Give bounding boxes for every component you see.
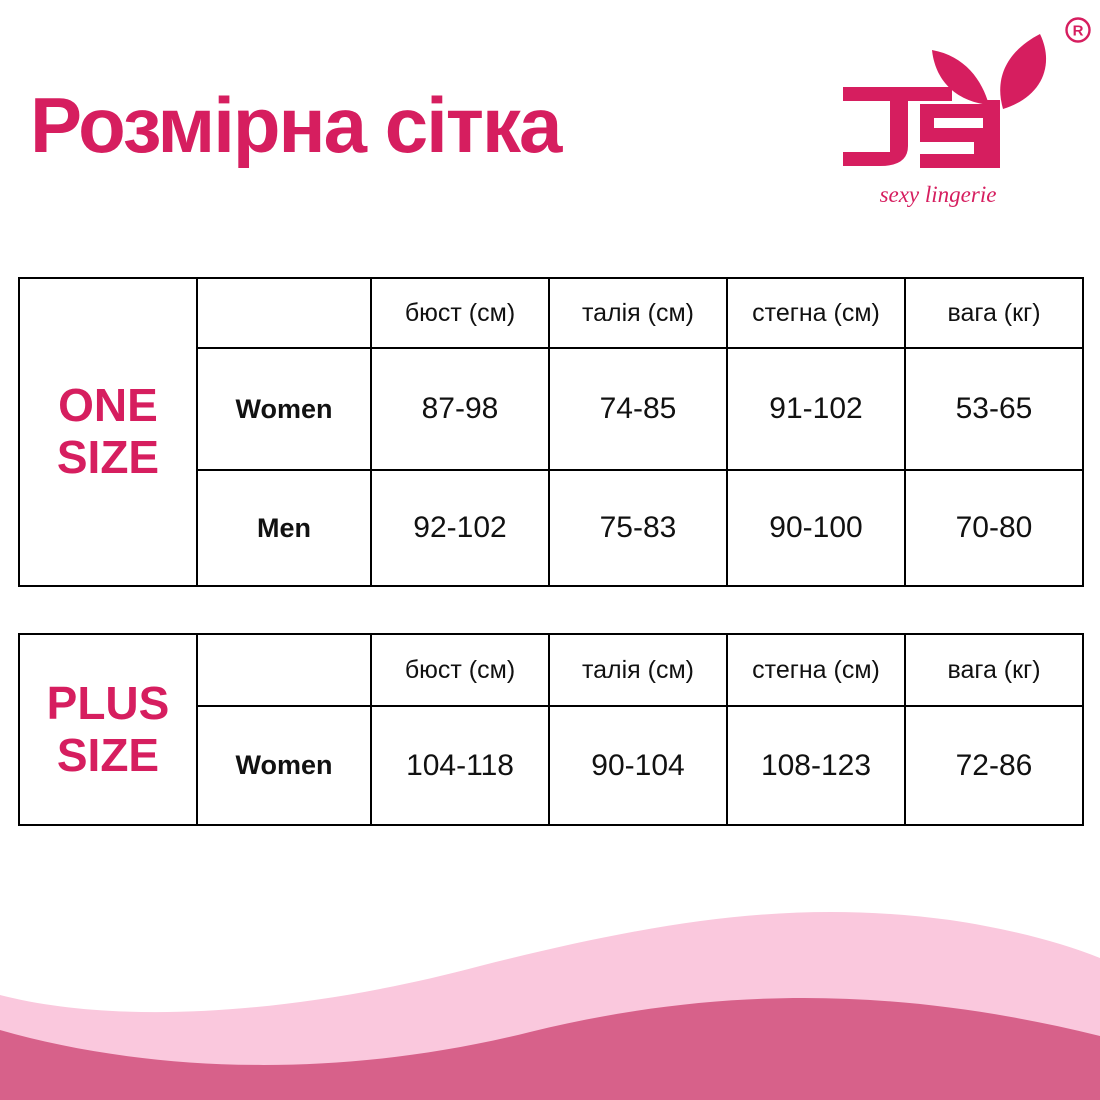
column-header-waist: талія (см) — [548, 633, 728, 707]
row-label-women: Women — [196, 705, 372, 826]
size-group-label-plus-size: PLUS SIZE — [18, 633, 198, 826]
wave-dark-shape — [0, 998, 1100, 1100]
leaf-right-icon — [1000, 34, 1047, 109]
value-men-hips: 90-100 — [726, 469, 906, 587]
size-label-line2: SIZE — [56, 728, 160, 781]
corner-cell — [196, 277, 372, 349]
registered-trademark-icon: R — [1065, 17, 1091, 43]
value-women-waist: 90-104 — [548, 705, 728, 826]
logo-letter-s — [920, 104, 988, 168]
column-header-bust: бюст (см) — [370, 277, 550, 349]
value-women-bust: 87-98 — [370, 347, 550, 471]
value-women-hips: 108-123 — [726, 705, 906, 826]
size-label-line1: PLUS — [46, 676, 170, 729]
value-men-waist: 75-83 — [548, 469, 728, 587]
jsy-logo: JSY R sexy lingerie — [843, 17, 1091, 207]
column-header-waist: талія (см) — [548, 277, 728, 349]
value-women-hips: 91-102 — [726, 347, 906, 471]
plus-size-table: PLUS SIZE бюст (см) талія (см) стегна (с… — [18, 633, 1084, 826]
row-label-men: Men — [196, 469, 372, 587]
size-label-line1: ONE — [58, 379, 158, 432]
table-row-women: Women 104-118 90-104 108-123 72-86 — [19, 705, 1084, 826]
column-header-bust: бюст (см) — [370, 633, 550, 707]
table-row-men: Men 92-102 75-83 90-100 70-80 — [19, 469, 1084, 587]
row-label-women: Women — [196, 347, 372, 471]
value-women-bust: 104-118 — [370, 705, 550, 826]
leaf-left-icon — [932, 50, 989, 105]
column-header-hips: стегна (см) — [726, 633, 906, 707]
value-men-bust: 92-102 — [370, 469, 550, 587]
size-group-label-one-size: ONE SIZE — [18, 277, 198, 587]
column-header-weight: вага (кг) — [904, 277, 1084, 349]
brand-tagline: sexy lingerie — [880, 182, 997, 207]
svg-text:R: R — [1073, 23, 1084, 40]
page-title: Розмірна сітка — [30, 81, 562, 169]
column-header-weight: вага (кг) — [904, 633, 1084, 707]
value-women-weight: 72-86 — [904, 705, 1084, 826]
value-men-weight: 70-80 — [904, 469, 1084, 587]
wave-light-shape — [0, 911, 1100, 1100]
column-header-hips: стегна (см) — [726, 277, 906, 349]
value-women-weight: 53-65 — [904, 347, 1084, 471]
one-size-table: ONE SIZE бюст (см) талія (см) стегна (см… — [18, 277, 1084, 587]
logo-letter-j — [843, 87, 952, 166]
size-label-line2: SIZE — [56, 431, 160, 483]
table-row-women: Women 87-98 74-85 91-102 53-65 — [19, 347, 1084, 471]
value-women-waist: 74-85 — [548, 347, 728, 471]
logo-letter-y-stem — [983, 100, 1000, 168]
corner-cell — [196, 633, 372, 707]
